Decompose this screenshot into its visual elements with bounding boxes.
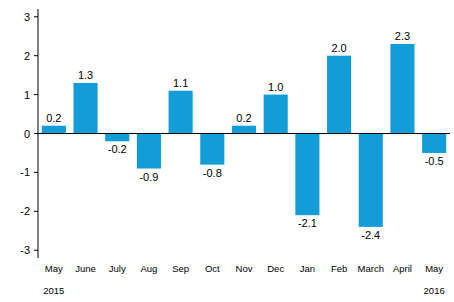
x-tick-label: May [425, 263, 443, 274]
year-label: 2016 [424, 285, 445, 296]
chart: -3 -2 -1 0 1 2 3 0.2 1.3 -0.2 -0.9 1.1 -0.8 0.2 1.0 -2.… [0, 0, 454, 302]
data-label: 1.1 [173, 77, 188, 89]
y-tick-label: 0 [24, 128, 30, 140]
data-label: -0.5 [425, 155, 444, 167]
data-label: 1.3 [78, 69, 93, 81]
data-label: -0.2 [108, 143, 127, 155]
x-tick-label: June [75, 263, 96, 274]
bar [232, 126, 256, 134]
y-tick [34, 16, 38, 17]
y-tick [34, 55, 38, 56]
x-tick-label: Oct [205, 263, 220, 274]
y-tick-label: -3 [20, 244, 30, 256]
y-tick [34, 211, 38, 212]
bar [264, 95, 288, 134]
data-label: 0.2 [236, 112, 251, 124]
bar [327, 56, 351, 134]
x-tick-label: Sep [172, 263, 189, 274]
chart-container: -3 -2 -1 0 1 2 3 0.2 1.3 -0.2 -0.9 1.1 -0.8 0.2 1.0 -2.… [0, 0, 454, 302]
y-tick [34, 172, 38, 173]
x-tick-label: Feb [331, 263, 347, 274]
x-tick-label: April [393, 263, 412, 274]
x-tick-label: Jan [300, 263, 315, 274]
y-tick-label: 1 [24, 89, 30, 101]
bar [390, 44, 414, 133]
data-label: -0.8 [203, 167, 222, 179]
x-tick-label: July [109, 263, 126, 274]
y-tick [34, 94, 38, 95]
x-tick-label: May [45, 263, 63, 274]
year-label: 2015 [43, 285, 64, 296]
bar [137, 134, 161, 169]
data-label: 0.2 [46, 112, 61, 124]
data-label: 2.0 [331, 42, 346, 54]
y-tick-label: -1 [20, 166, 30, 178]
bar [105, 134, 129, 142]
bar [73, 83, 97, 134]
y-tick-label: 3 [24, 11, 30, 23]
x-tick-label: March [358, 263, 384, 274]
data-label: -0.9 [139, 171, 158, 183]
bar [42, 126, 66, 134]
x-tick-label: Aug [140, 263, 157, 274]
bar [169, 91, 193, 134]
y-tick [34, 250, 38, 251]
y-tick-label: 2 [24, 50, 30, 62]
data-label: 1.0 [268, 81, 283, 93]
data-label: -2.4 [361, 229, 380, 241]
data-label: -2.1 [298, 217, 317, 229]
x-tick-label: Dec [267, 263, 284, 274]
data-label: 2.3 [395, 30, 410, 42]
bar [200, 134, 224, 165]
x-tick-label: Nov [236, 263, 253, 274]
y-tick-label: -2 [20, 205, 30, 217]
bar [422, 134, 446, 153]
y-tick [34, 133, 38, 134]
bars [42, 44, 446, 227]
bar [359, 134, 383, 227]
bar [295, 134, 319, 216]
zero-line [38, 133, 450, 134]
